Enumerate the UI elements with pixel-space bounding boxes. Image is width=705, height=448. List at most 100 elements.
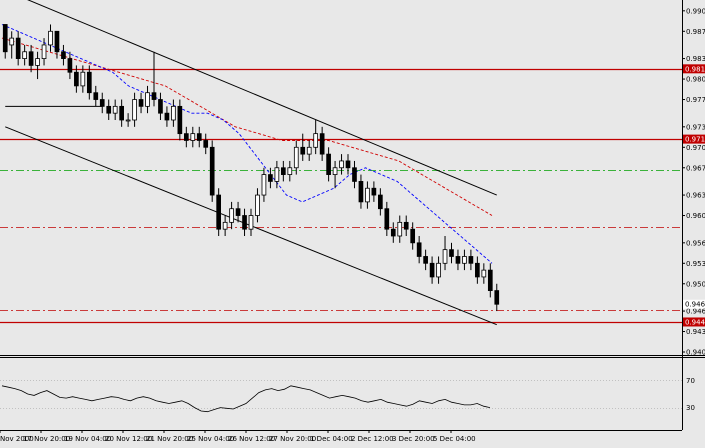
candle-body (99, 99, 105, 107)
candle-body (235, 208, 241, 216)
candle (67, 51, 73, 80)
candle (138, 92, 144, 114)
indicator-tick-label: 30 (686, 404, 695, 412)
candle-body (22, 51, 27, 59)
candle-body (28, 51, 34, 66)
candle (80, 65, 86, 93)
price-tick-label: 0.980 (686, 76, 705, 84)
candle (378, 188, 383, 216)
price-tick-label: 0.956 (686, 239, 705, 247)
candle (403, 215, 409, 236)
time-tick-label: 1 Dec 04:00 (310, 435, 353, 443)
level-tag-box (683, 64, 705, 74)
price-tick-label: 0.950 (686, 280, 705, 288)
candle (216, 188, 222, 236)
candle (339, 154, 344, 175)
price-tick-label: 0.960 (686, 212, 705, 220)
horizontal-levels (0, 68, 682, 324)
candle (171, 99, 176, 127)
candle-body (280, 167, 286, 175)
time-tick-label: 19 Nov 04:00 (64, 435, 111, 443)
candle-body (429, 262, 435, 278)
candle (235, 201, 241, 223)
candle (164, 106, 170, 127)
moving-average-blue (1, 24, 493, 264)
candle-body (487, 269, 493, 291)
candle (397, 215, 403, 243)
price-tick-label: 0.970 (686, 144, 705, 152)
candle (326, 147, 331, 182)
time-tick-label: 17 Nov 20:00 (23, 435, 70, 443)
candle (487, 263, 493, 298)
candle (345, 154, 351, 175)
candle-body (190, 133, 196, 141)
candle-body (74, 71, 79, 87)
trend-line[interactable] (5, 0, 497, 196)
candle (242, 208, 247, 236)
candle-body (390, 228, 396, 237)
candle (229, 201, 234, 230)
candle (494, 283, 500, 312)
candle-body (248, 215, 254, 230)
candle-body (229, 208, 234, 223)
level-tag: 0.981 (685, 65, 705, 73)
price-tick-label: 0.943 (686, 328, 705, 336)
candle-body (242, 215, 247, 230)
candle-body (86, 71, 92, 94)
candle (203, 133, 209, 155)
candle (22, 44, 27, 66)
candle (132, 92, 137, 127)
candle-body (35, 58, 40, 66)
level-tag: 0.944 (685, 318, 705, 326)
price-axis: 0.990 0.987 0.983 0.980 0.977 0.973 0.970 0.967… (682, 7, 705, 357)
candle-body (339, 160, 344, 169)
candle-body (158, 99, 163, 114)
candle-body (300, 146, 306, 155)
candle (319, 126, 325, 161)
candle-body (384, 208, 390, 230)
price-tags: 0.981 0.971 0.946 0.944 (683, 64, 705, 327)
candle-body (332, 167, 338, 175)
candle-body (106, 105, 112, 114)
candle-body (378, 194, 383, 210)
candle-body (132, 99, 137, 121)
indicator-tick-label: 70 (686, 377, 695, 385)
candle-body (80, 71, 86, 87)
candle (86, 65, 92, 100)
moving-averages (1, 24, 493, 264)
candle (475, 256, 480, 284)
candle-body (151, 92, 157, 100)
candle (61, 44, 66, 66)
price-tick-label: 0.946 (686, 308, 705, 316)
price-tick-label: 0.983 (686, 55, 705, 63)
time-tick-label: Nov 2000 (0, 435, 34, 443)
candle-body (203, 140, 209, 148)
candle (158, 92, 163, 120)
level-tag-box (683, 317, 705, 327)
candle-body (61, 51, 66, 59)
candle (248, 208, 254, 236)
time-tick-label: 3 Dec 20:00 (392, 435, 435, 443)
candle-body (67, 58, 73, 73)
candle (462, 249, 467, 271)
candle (222, 215, 228, 236)
candle-body (319, 133, 325, 155)
candle (99, 92, 105, 114)
candle (119, 99, 124, 127)
candle (274, 160, 280, 189)
candle-body (326, 153, 331, 175)
candle (93, 85, 99, 107)
candle-body (313, 133, 319, 148)
candle-body (287, 167, 293, 175)
candle-body (209, 146, 215, 196)
candle (28, 44, 34, 73)
candle (481, 263, 487, 284)
level-tag-box (683, 134, 705, 144)
price-tick-label: 0.967 (686, 164, 705, 172)
candle (306, 140, 312, 161)
candle (261, 167, 267, 202)
candle (287, 160, 293, 182)
candle-body (255, 194, 260, 216)
